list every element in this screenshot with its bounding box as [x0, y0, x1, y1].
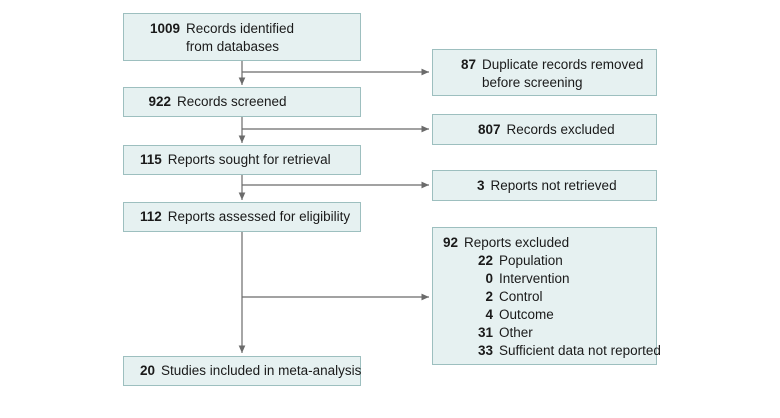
records-excluded-label: Records excluded — [506, 121, 615, 137]
identified-label-line2: from databases — [186, 39, 280, 54]
assessed-label: Reports assessed for eligibility — [167, 209, 351, 224]
included-label: Studies included in meta-analysis — [161, 363, 362, 378]
records-excluded-count: 807 — [478, 121, 501, 137]
box-reports-assessed: 112 Reports assessed for eligibility — [123, 202, 361, 232]
sought-count: 115 — [140, 152, 162, 167]
box-reports-sought: 115 Reports sought for retrieval — [123, 145, 361, 175]
duplicates-label-line1: Duplicate records removed — [482, 57, 644, 72]
box-reports-excluded: 92 Reports excluded 22 Population 0 Inte… — [432, 227, 661, 365]
exclusion-reason: 31 Other — [477, 325, 533, 340]
screened-count: 922 — [148, 94, 171, 109]
box-reports-not-retrieved: 3 Reports not retrieved — [432, 170, 657, 201]
reports-excluded-label: Reports excluded — [464, 235, 570, 250]
exclusion-reason: 2 Control — [485, 289, 543, 304]
box-studies-included: 20 Studies included in meta-analysis — [123, 356, 361, 386]
duplicates-count: 87 — [460, 57, 476, 72]
identified-label-line1: Records identified — [186, 21, 295, 36]
identified-count: 1009 — [149, 21, 180, 36]
screened-label: Records screened — [177, 94, 287, 109]
not-retrieved-label: Reports not retrieved — [490, 177, 617, 193]
exclusion-reason: 0 Intervention — [485, 271, 570, 286]
box-records-identified: 1009 Records identified from databases — [123, 13, 361, 61]
not-retrieved-count: 3 — [477, 177, 485, 193]
box-records-excluded: 807 Records excluded — [432, 114, 657, 145]
assessed-count: 112 — [140, 209, 162, 224]
sought-label: Reports sought for retrieval — [167, 152, 331, 167]
exclusion-reason: 22 Population — [477, 253, 563, 268]
box-records-screened: 922 Records screened — [123, 87, 361, 117]
exclusion-reason: 33 Sufficient data not reported — [477, 343, 661, 358]
box-duplicates-removed: 87 Duplicate records removed before scre… — [432, 49, 657, 96]
included-count: 20 — [140, 363, 156, 378]
reports-excluded-count: 92 — [443, 235, 459, 250]
duplicates-label-line2: before screening — [482, 75, 583, 90]
exclusion-reason: 4 Outcome — [485, 307, 554, 322]
